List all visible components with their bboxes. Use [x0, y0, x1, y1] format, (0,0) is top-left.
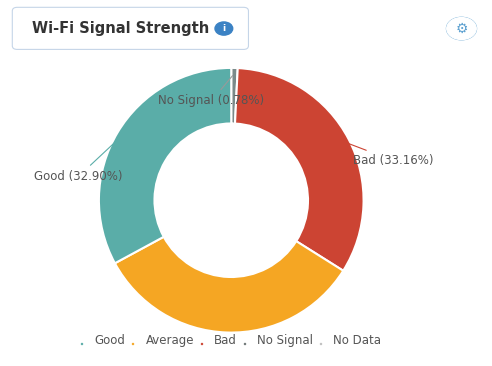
Text: Average (33.16%): Average (33.16%) — [0, 365, 1, 366]
Legend: Good, Average, Bad, No Signal, No Data: Good, Average, Bad, No Signal, No Data — [82, 334, 381, 347]
Text: Bad (33.16%): Bad (33.16%) — [346, 143, 433, 167]
Text: ⚙: ⚙ — [455, 22, 468, 36]
Text: Good (32.90%): Good (32.90%) — [34, 137, 123, 183]
Text: No Signal (0.78%): No Signal (0.78%) — [158, 76, 265, 108]
Text: i: i — [222, 24, 225, 33]
Wedge shape — [115, 237, 343, 333]
Wedge shape — [231, 68, 238, 124]
Wedge shape — [99, 68, 231, 263]
Text: Wi-Fi Signal Strength: Wi-Fi Signal Strength — [32, 21, 209, 36]
Wedge shape — [235, 68, 364, 271]
